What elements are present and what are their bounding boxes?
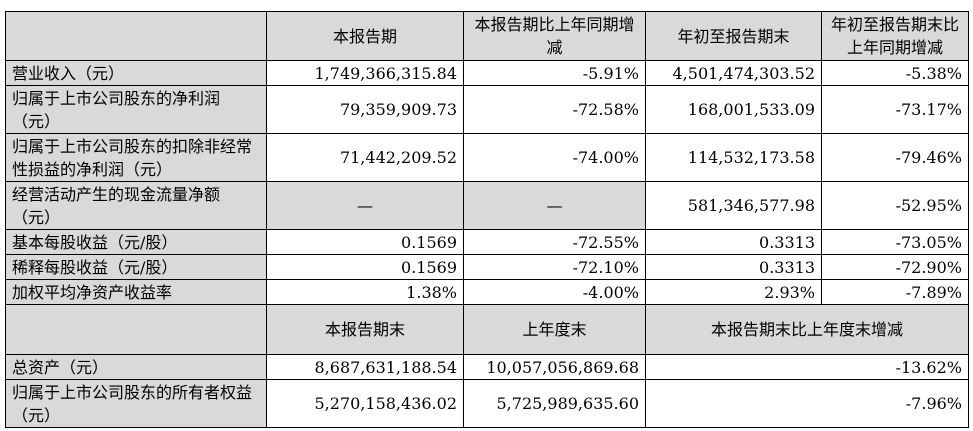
table-cell: -72.58% [463,85,646,134]
table-cell: -72.90% [821,254,969,280]
table-cell: 2.93% [645,279,822,305]
table-row: 营业收入（元） 1,749,366,315.84 -5.91% 4,501,474,3… [5,60,969,86]
column-header: 年初至报告期末 [645,11,822,61]
table-cell: 5,270,158,436.02 [266,379,464,428]
table-cell: -5.38% [821,60,969,86]
table-cell: — [463,181,646,230]
column-header: 年初至报告期末比上年同期增减 [821,11,969,61]
table-cell: -7.89% [821,279,969,305]
column-header: 本报告期 [266,11,464,61]
table-cell: 0.3313 [645,229,822,255]
row-label: 基本每股收益（元/股） [5,229,267,255]
column-header [5,304,267,355]
table-cell: 114,532,173.58 [645,133,822,182]
header-row: 本报告期末 上年度末 本报告期末比上年度末增减 [5,304,969,355]
table-row: 归属于上市公司股东的净利润（元） 79,359,909.73 -72.58% 168,… [5,85,969,134]
table-row: 加权平均净资产收益率 1.38% -4.00% 2.93% -7.89% [5,279,969,305]
table-cell: 4,501,474,303.52 [645,60,822,86]
table-cell: -13.62% [645,354,969,380]
table-cell: -4.00% [463,279,646,305]
table-cell: -73.17% [821,85,969,134]
table-cell: 581,346,577.98 [645,181,822,230]
table-cell: -79.46% [821,133,969,182]
table-cell: -73.05% [821,229,969,255]
table-row: 稀释每股收益（元/股） 0.1569 -72.10% 0.3313 -72.90% [5,254,969,280]
table-cell: -72.55% [463,229,646,255]
row-label: 归属于上市公司股东的所有者权益（元） [5,379,267,428]
column-header: 上年度末 [463,304,646,355]
table-cell: 10,057,056,869.68 [463,354,646,380]
row-label: 稀释每股收益（元/股） [5,254,267,280]
table-cell: 8,687,631,188.54 [266,354,464,380]
column-header: 本报告期末 [266,304,464,355]
table-cell: 1.38% [266,279,464,305]
table-row: 归属于上市公司股东的扣除非经常性损益的净利润（元） 71,442,209.52 -7… [5,133,969,182]
table-cell: 0.1569 [266,229,464,255]
row-label: 营业收入（元） [5,60,267,86]
table-cell: 1,749,366,315.84 [266,60,464,86]
table-row: 经营活动产生的现金流量净额（元） — —581,346,577.98 -52.95% [5,181,969,230]
table-cell: 0.1569 [266,254,464,280]
table-cell: 79,359,909.73 [266,85,464,134]
row-label: 总资产（元） [5,354,267,380]
row-label: 加权平均净资产收益率 [5,279,267,305]
header-row: 本报告期 本报告期比上年同期增减 年初至报告期末 年初至报告期末比上年同期增减 [5,11,969,61]
table-cell: -52.95% [821,181,969,230]
table-row: 总资产（元） 8,687,631,188.54 10,057,056,869.68-… [5,354,969,380]
table-cell: -5.91% [463,60,646,86]
table-cell: 168,001,533.09 [645,85,822,134]
table-cell: — [266,181,464,230]
financial-data-table: 本报告期 本报告期比上年同期增减 年初至报告期末 年初至报告期末比上年同期增减 营业收入… [5,11,969,428]
row-label: 归属于上市公司股东的扣除非经常性损益的净利润（元） [5,133,267,182]
table-row: 基本每股收益（元/股） 0.1569 -72.55% 0.3313 -73.05% [5,229,969,255]
table-cell: -74.00% [463,133,646,182]
table-row: 归属于上市公司股东的所有者权益（元） 5,270,158,436.02 5,725,… [5,379,969,428]
column-header [5,11,267,61]
row-label: 归属于上市公司股东的净利润（元） [5,85,267,134]
table-cell: 71,442,209.52 [266,133,464,182]
table-cell: -72.10% [463,254,646,280]
column-header: 本报告期比上年同期增减 [463,11,646,61]
column-header: 本报告期末比上年度末增减 [645,304,969,355]
table-cell: 0.3313 [645,254,822,280]
table-cell: -7.96% [645,379,969,428]
row-label: 经营活动产生的现金流量净额（元） [5,181,267,230]
table-cell: 5,725,989,635.60 [463,379,646,428]
